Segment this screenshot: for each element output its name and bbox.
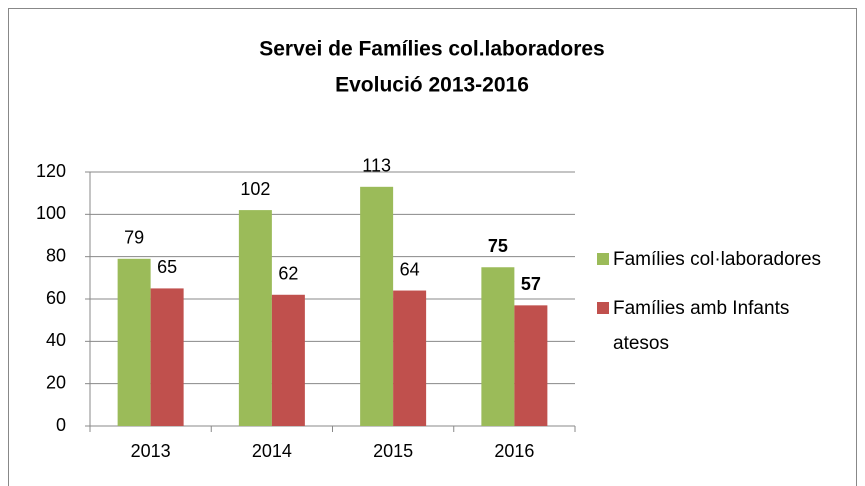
- data-label: 113: [362, 156, 391, 176]
- y-tick-label: 60: [46, 288, 66, 308]
- data-label: 65: [157, 257, 177, 277]
- bar: [238, 210, 272, 426]
- data-label: 75: [488, 236, 508, 256]
- data-label: 102: [240, 179, 270, 199]
- chart-title: Evolució 2013-2016: [335, 74, 529, 97]
- bar: [360, 186, 394, 426]
- x-tick-label: 2014: [252, 441, 292, 461]
- legend: Famílies col·laboradores Famílies amb Inf…: [597, 242, 837, 375]
- bar: [150, 288, 184, 426]
- chart-frame: [8, 8, 857, 486]
- legend-swatch: [597, 253, 609, 265]
- x-tick-label: 2015: [373, 441, 413, 461]
- y-tick-label: 120: [36, 161, 66, 181]
- bar: [117, 258, 151, 426]
- data-label: 62: [278, 264, 298, 284]
- y-tick-label: 0: [56, 415, 66, 435]
- x-tick-label: 2016: [494, 441, 534, 461]
- x-tick-label: 2013: [131, 441, 171, 461]
- legend-label: Famílies amb Infants atesos: [613, 298, 790, 354]
- chart-title: Servei de Famílies col.laboradores: [259, 38, 605, 61]
- data-label: 79: [124, 228, 144, 248]
- bar: [393, 290, 427, 426]
- bar: [481, 267, 515, 426]
- y-tick-label: 20: [46, 372, 66, 392]
- legend-item: Famílies amb Infants atesos: [597, 291, 837, 361]
- legend-swatch: [597, 302, 609, 314]
- data-label: 57: [521, 274, 541, 294]
- bar: [514, 305, 548, 426]
- y-tick-label: 80: [46, 245, 66, 265]
- data-label: 64: [400, 259, 420, 279]
- y-tick-label: 100: [36, 203, 66, 223]
- bar: [271, 294, 305, 426]
- legend-label: Famílies col·laboradores: [613, 249, 822, 270]
- y-tick-label: 40: [46, 330, 66, 350]
- legend-item: Famílies col·laboradores: [597, 242, 837, 277]
